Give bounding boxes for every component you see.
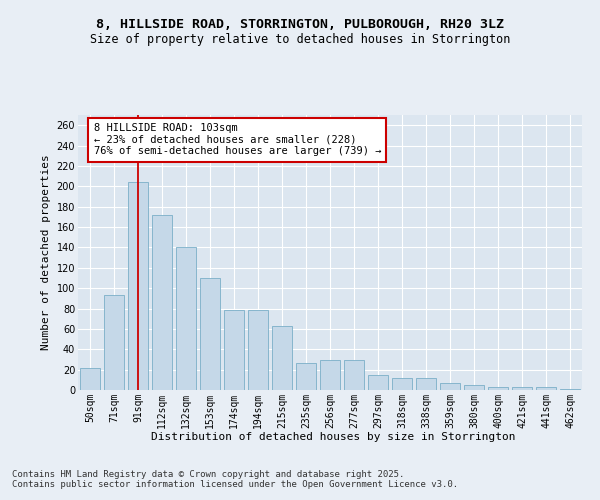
Bar: [176, 248, 196, 390]
Bar: [80, 368, 100, 390]
Bar: [224, 310, 244, 390]
Bar: [272, 326, 292, 390]
Bar: [512, 387, 532, 390]
Bar: [296, 362, 316, 390]
Bar: [416, 378, 436, 390]
Bar: [536, 387, 556, 390]
Y-axis label: Number of detached properties: Number of detached properties: [41, 154, 51, 350]
Text: Distribution of detached houses by size in Storrington: Distribution of detached houses by size …: [151, 432, 515, 442]
Bar: [440, 383, 460, 390]
Bar: [128, 182, 148, 390]
Bar: [392, 378, 412, 390]
Text: 8, HILLSIDE ROAD, STORRINGTON, PULBOROUGH, RH20 3LZ: 8, HILLSIDE ROAD, STORRINGTON, PULBOROUG…: [96, 18, 504, 30]
Bar: [488, 387, 508, 390]
Bar: [464, 385, 484, 390]
Bar: [248, 310, 268, 390]
Bar: [200, 278, 220, 390]
Bar: [368, 374, 388, 390]
Text: Size of property relative to detached houses in Storrington: Size of property relative to detached ho…: [90, 32, 510, 46]
Bar: [320, 360, 340, 390]
Text: 8 HILLSIDE ROAD: 103sqm
← 23% of detached houses are smaller (228)
76% of semi-d: 8 HILLSIDE ROAD: 103sqm ← 23% of detache…: [94, 123, 381, 156]
Text: Contains HM Land Registry data © Crown copyright and database right 2025.
Contai: Contains HM Land Registry data © Crown c…: [12, 470, 458, 490]
Bar: [344, 360, 364, 390]
Bar: [104, 296, 124, 390]
Bar: [560, 389, 580, 390]
Bar: [152, 215, 172, 390]
